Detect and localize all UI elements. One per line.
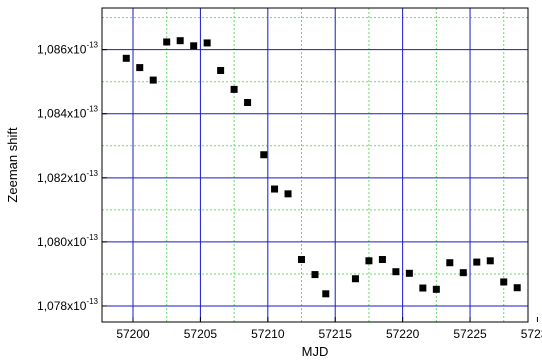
- y-tick-label: 1,086x10-13: [37, 41, 99, 57]
- y-axis-title: Zeeman shift: [5, 127, 20, 203]
- data-point: [122, 54, 130, 62]
- data-point: [284, 190, 292, 198]
- data-point: [486, 257, 494, 265]
- data-point: [271, 185, 279, 193]
- x-axis-title: MJD: [302, 344, 329, 359]
- axis-ticks: [102, 49, 538, 322]
- data-point: [351, 275, 359, 283]
- data-point: [149, 76, 157, 84]
- data-point: [260, 151, 268, 159]
- major-gridlines: [102, 8, 528, 322]
- y-tick-labels: 1,078x10-13 1,080x10-13 1,082x10-13 1,084x1…: [37, 41, 99, 313]
- x-tick-label: 57220: [386, 327, 420, 341]
- data-point: [432, 285, 440, 293]
- data-point: [378, 256, 386, 264]
- data-point: [298, 256, 306, 264]
- y-tick-label: 1,084x10-13: [37, 105, 99, 121]
- plot-area-frame: [101, 7, 529, 323]
- data-point: [405, 269, 413, 277]
- data-point: [392, 268, 400, 276]
- data-point: [244, 99, 252, 107]
- data-point: [176, 37, 184, 45]
- x-tick-labels: 57200 57205 57210 57215 57220 57225 57230: [116, 327, 542, 341]
- x-tick-label: 57200: [116, 327, 150, 341]
- x-tick-label: 57210: [251, 327, 285, 341]
- data-point: [203, 39, 211, 47]
- y-tick-label: 1,080x10-13: [37, 233, 99, 249]
- data-point: [500, 278, 508, 286]
- data-point: [136, 64, 144, 72]
- y-tick-label: 1,078x10-13: [37, 297, 99, 313]
- data-point: [446, 259, 454, 267]
- data-point: [419, 284, 427, 292]
- data-point: [513, 284, 521, 292]
- x-tick-label: 57205: [184, 327, 218, 341]
- data-point: [322, 290, 330, 298]
- data-point: [365, 257, 373, 265]
- x-tick-label: 57225: [453, 327, 487, 341]
- data-point: [459, 269, 467, 277]
- data-point: [217, 66, 225, 74]
- data-point: [230, 85, 238, 93]
- data-point: [190, 42, 198, 50]
- data-point: [473, 258, 481, 266]
- data-point: [163, 38, 171, 46]
- y-tick-label: 1,082x10-13: [37, 169, 99, 185]
- data-points: [122, 37, 521, 298]
- x-tick-label: 57230: [521, 327, 542, 341]
- data-point: [311, 271, 319, 279]
- x-tick-label: 57215: [319, 327, 353, 341]
